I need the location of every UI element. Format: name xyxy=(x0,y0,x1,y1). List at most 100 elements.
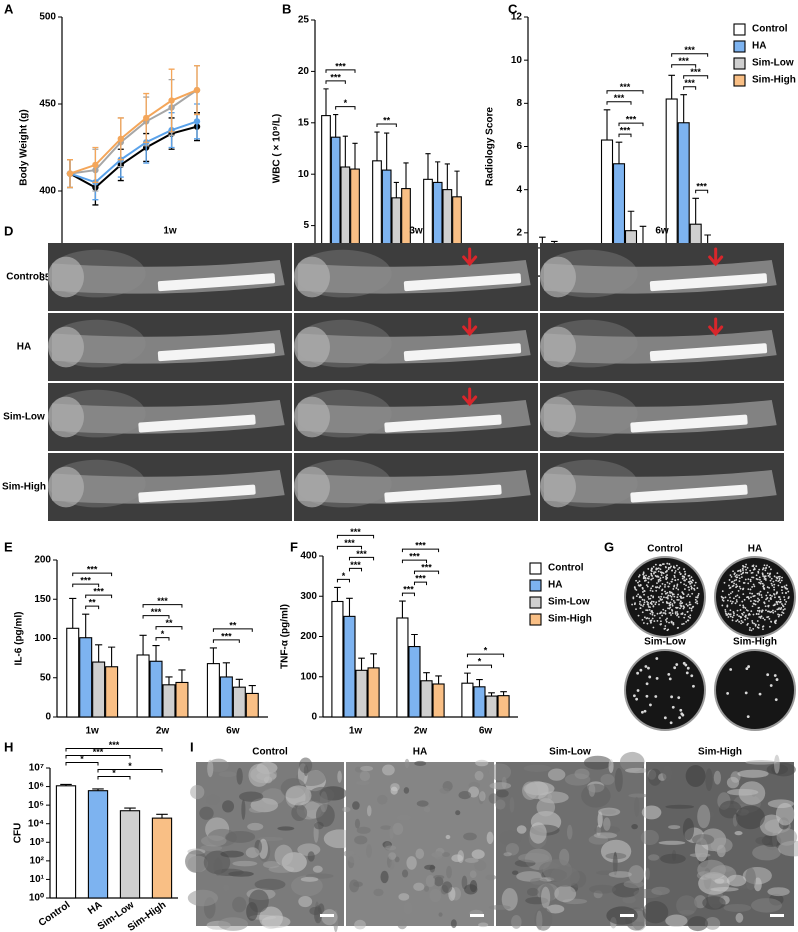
colony xyxy=(760,611,763,613)
significance-label: *** xyxy=(350,560,361,570)
sem-texture xyxy=(394,856,400,863)
colony xyxy=(728,579,731,581)
colony xyxy=(650,578,653,581)
colony xyxy=(638,574,641,577)
panel-letter: I xyxy=(190,739,194,754)
colony xyxy=(660,595,663,598)
colony xyxy=(670,695,674,699)
error-bar xyxy=(403,162,409,189)
implant-rod xyxy=(138,484,256,503)
colony xyxy=(778,579,781,582)
petri-dish xyxy=(624,556,706,638)
colony xyxy=(746,571,749,574)
colony xyxy=(733,579,736,582)
significance-label: *** xyxy=(409,551,420,561)
colony xyxy=(659,577,662,580)
colony xyxy=(633,603,636,606)
bar xyxy=(206,663,220,718)
colony xyxy=(636,689,640,692)
colony xyxy=(654,563,657,566)
colony xyxy=(694,601,697,604)
colony xyxy=(778,575,781,578)
significance-label: *** xyxy=(93,747,104,757)
significance-bracket xyxy=(336,534,375,539)
sem-texture xyxy=(312,865,323,873)
sem-texture xyxy=(773,754,780,774)
y-tick-label: 0 xyxy=(45,712,51,723)
sem-texture xyxy=(589,884,617,894)
bone-end xyxy=(48,396,84,438)
colony xyxy=(648,617,650,620)
colony xyxy=(652,605,655,608)
bar xyxy=(232,686,246,718)
colony xyxy=(766,586,769,589)
colony xyxy=(664,612,667,615)
colony xyxy=(692,684,695,688)
bar xyxy=(367,667,380,718)
colony xyxy=(676,584,679,587)
y-axis-label: Radiology Score xyxy=(485,107,496,186)
sem-texture xyxy=(523,764,551,772)
significance-bracket xyxy=(155,637,170,641)
colony xyxy=(765,598,767,601)
colony xyxy=(668,590,671,593)
bar xyxy=(87,790,109,899)
sem-texture xyxy=(424,864,436,870)
colony xyxy=(770,577,773,580)
sem-texture xyxy=(676,895,698,916)
colony xyxy=(677,696,681,700)
arrow xyxy=(708,247,724,267)
colony xyxy=(679,708,683,712)
bar xyxy=(136,654,150,718)
colony xyxy=(765,594,768,597)
arrow xyxy=(462,247,478,267)
colony xyxy=(643,599,646,602)
colony xyxy=(685,603,688,606)
colony xyxy=(686,619,689,622)
colony xyxy=(739,604,741,607)
sem-texture xyxy=(433,851,443,860)
sem-texture xyxy=(254,878,286,891)
sem-texture xyxy=(309,906,322,916)
significance-bracket xyxy=(466,653,505,658)
sem-texture xyxy=(297,843,321,856)
significance-bracket xyxy=(683,86,697,90)
colony xyxy=(772,609,774,612)
colony xyxy=(775,678,779,681)
bar xyxy=(343,615,356,718)
colony xyxy=(755,565,758,568)
colony xyxy=(658,578,661,581)
colony xyxy=(676,598,679,601)
colony xyxy=(687,593,690,596)
colony xyxy=(738,585,741,588)
sem-texture xyxy=(458,791,472,800)
colony xyxy=(775,601,778,604)
implant-rod xyxy=(138,414,256,433)
colony xyxy=(687,574,690,577)
colony xyxy=(673,601,676,604)
sem-texture xyxy=(415,848,425,860)
colony xyxy=(735,574,738,576)
colony xyxy=(758,606,760,609)
colony xyxy=(681,577,684,580)
sem-texture xyxy=(488,905,511,910)
colony xyxy=(696,602,699,605)
colony xyxy=(725,612,727,615)
error-bar xyxy=(358,657,365,671)
sem-texture xyxy=(199,806,214,820)
colony xyxy=(690,585,693,588)
colony xyxy=(652,577,654,580)
sem-texture xyxy=(608,759,614,773)
colony xyxy=(743,598,746,601)
colony xyxy=(656,619,659,622)
sem-texture xyxy=(588,783,596,797)
colony xyxy=(649,597,652,600)
colony xyxy=(741,621,744,624)
error-bar xyxy=(235,678,243,688)
significance-bracket xyxy=(85,605,100,610)
colony xyxy=(680,605,683,607)
colony xyxy=(757,600,759,603)
colony xyxy=(783,585,786,588)
sem-texture xyxy=(377,794,388,805)
sem-texture xyxy=(648,768,662,786)
